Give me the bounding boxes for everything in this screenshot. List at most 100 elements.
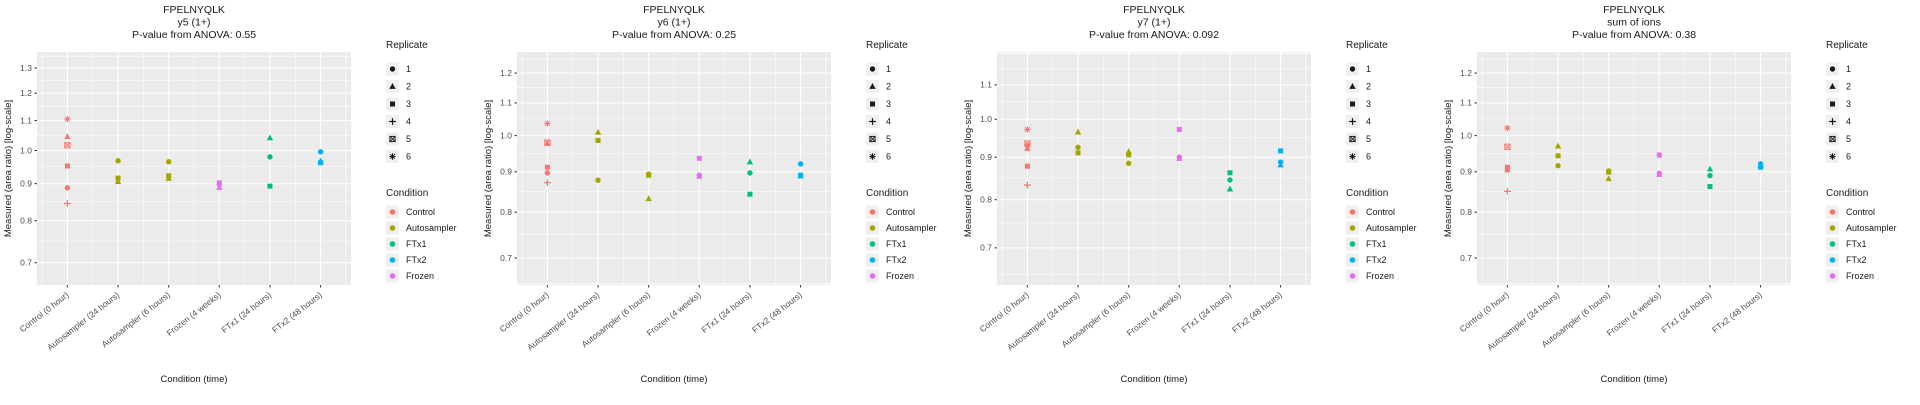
y-tick-label: 0.9	[1460, 167, 1472, 177]
condition-legend-label: FTx2	[886, 255, 907, 265]
data-point	[1024, 145, 1031, 151]
y-tick-label: 1.0	[1460, 130, 1472, 140]
x-tick-label: FTx1 (24 hours)	[219, 290, 273, 335]
x-tick-label: FTx2 (48 hours)	[270, 290, 324, 335]
panel-chart-svg: 0.7 0.8 0.9 1.0 1.1 Control (0 hour) Autosampl…	[963, 4, 1417, 385]
condition-legend-label: FTx2	[406, 255, 427, 265]
panel-title-line: FPELNYQLK	[643, 4, 705, 16]
replicate-legend-label: 4	[886, 117, 891, 127]
replicate-5-shape-icon	[869, 136, 876, 142]
panel-title-line: y7 (1+)	[1138, 17, 1171, 29]
replicate-legend-label: 2	[406, 82, 411, 92]
condition-swatch-icon	[869, 209, 876, 215]
condition-swatch-icon	[869, 225, 876, 231]
replicate-6-shape-icon	[389, 153, 396, 160]
replicate-4-shape-icon	[1829, 118, 1836, 125]
replicate-2-shape-icon	[1349, 83, 1356, 89]
condition-legend-label: Control	[886, 207, 915, 217]
replicate-legend-label: 1	[886, 64, 891, 74]
data-point	[797, 172, 804, 179]
replicate-6-shape-icon	[1349, 153, 1356, 160]
data-point	[318, 160, 324, 166]
data-point	[266, 134, 274, 141]
panel-chart-svg: 0.7 0.8 0.9 1.0 1.1 1.2 Control (0 hour) Autosa…	[483, 4, 937, 385]
condition-legend-label: Control	[406, 207, 435, 217]
replicate-legend-label: 5	[1846, 134, 1851, 144]
replicate-legend-label: 1	[1846, 64, 1851, 74]
x-tick-label: FTx1 (24 hours)	[1659, 290, 1713, 335]
y-tick-label: 1.2	[1460, 68, 1472, 78]
x-tick-label: Frozen (4 weeks)	[1605, 290, 1663, 338]
data-point	[64, 115, 71, 123]
x-axis-title: Condition (time)	[1600, 374, 1667, 385]
y-tick-label: 1.1	[20, 115, 32, 125]
y-tick-label: 0.8	[1460, 207, 1472, 217]
replicate-legend-label: 1	[1366, 64, 1371, 74]
data-point	[1277, 161, 1284, 168]
data-point	[543, 179, 551, 187]
y-tick-label: 0.7	[1460, 253, 1472, 263]
x-axis-title: Condition (time)	[160, 374, 227, 385]
condition-legend-label: FTx2	[1366, 255, 1387, 265]
data-point	[1227, 177, 1233, 183]
data-point	[1075, 144, 1081, 151]
data-point	[595, 137, 601, 143]
y-tick-label: 1.0	[500, 130, 512, 140]
condition-swatch-icon	[869, 257, 876, 263]
replicate-legend-label: 2	[1366, 82, 1371, 92]
replicate-3-shape-icon	[1830, 101, 1835, 107]
data-point	[1503, 187, 1511, 195]
panel-chart-svg: 0.7 0.8 0.9 1.0 1.1 1.2 Control (0 hour) Autosa…	[1443, 4, 1897, 385]
replicate-legend-label: 4	[1846, 117, 1851, 127]
replicate-4-shape-icon	[869, 118, 876, 125]
replicate-1-shape-icon	[1349, 66, 1356, 72]
y-tick-label: 1.0	[980, 114, 992, 124]
y-tick-label: 0.8	[500, 207, 512, 217]
data-point	[64, 163, 70, 169]
replicate-legend-label: 6	[1846, 152, 1851, 162]
x-tick-label: Control (0 hour)	[498, 290, 551, 335]
data-point	[1504, 143, 1511, 150]
data-point	[165, 174, 172, 181]
replicate-3-shape-icon	[390, 101, 395, 107]
data-point	[747, 191, 753, 197]
data-point	[646, 172, 652, 178]
condition-legend-title: Condition	[386, 188, 428, 199]
data-point	[317, 149, 324, 155]
data-point	[267, 183, 273, 189]
y-tick-label: 0.8	[980, 195, 992, 205]
replicate-legend-label: 4	[406, 117, 411, 127]
x-tick-label: Control (0 hour)	[1458, 290, 1511, 335]
replicate-legend-label: 5	[886, 134, 891, 144]
y-tick-label: 0.7	[500, 253, 512, 263]
data-point	[1555, 153, 1561, 159]
condition-swatch-icon	[1829, 273, 1836, 279]
x-axis-title: Condition (time)	[1120, 374, 1187, 385]
x-tick-label: Frozen (4 weeks)	[1125, 290, 1183, 338]
panel-y7-ion: 0.7 0.8 0.9 1.0 1.1 Control (0 hour) Autosampl…	[960, 0, 1440, 400]
y-axis-title: Measured (area ratio) [log-scale]	[3, 100, 14, 237]
replicate-legend-label: 3	[886, 99, 891, 109]
data-point	[1706, 165, 1714, 172]
data-point	[1176, 126, 1182, 132]
data-point	[64, 142, 71, 149]
condition-legend-label: Control	[1846, 207, 1875, 217]
y-tick-label: 0.9	[500, 167, 512, 177]
panel-title-line: FPELNYQLK	[1603, 4, 1665, 16]
data-point	[696, 172, 703, 179]
y-tick-label: 0.8	[20, 215, 32, 225]
panel-sum-of-ions: 0.7 0.8 0.9 1.0 1.1 1.2 Control (0 hour) Autosa…	[1440, 0, 1920, 400]
data-point	[797, 161, 804, 167]
data-point	[594, 128, 602, 135]
data-point	[746, 158, 754, 165]
panel-title-line: sum of ions	[1607, 17, 1661, 29]
y-tick-label: 1.2	[500, 68, 512, 78]
replicate-legend-label: 6	[1366, 152, 1371, 162]
y-tick-label: 1.1	[500, 98, 512, 108]
panel-title-line: y6 (1+)	[658, 17, 691, 29]
data-point	[544, 170, 551, 176]
x-tick-label: Frozen (4 weeks)	[165, 290, 223, 338]
data-point	[1024, 163, 1030, 169]
replicate-6-shape-icon	[869, 153, 876, 160]
y-tick-label: 1.0	[20, 145, 32, 155]
